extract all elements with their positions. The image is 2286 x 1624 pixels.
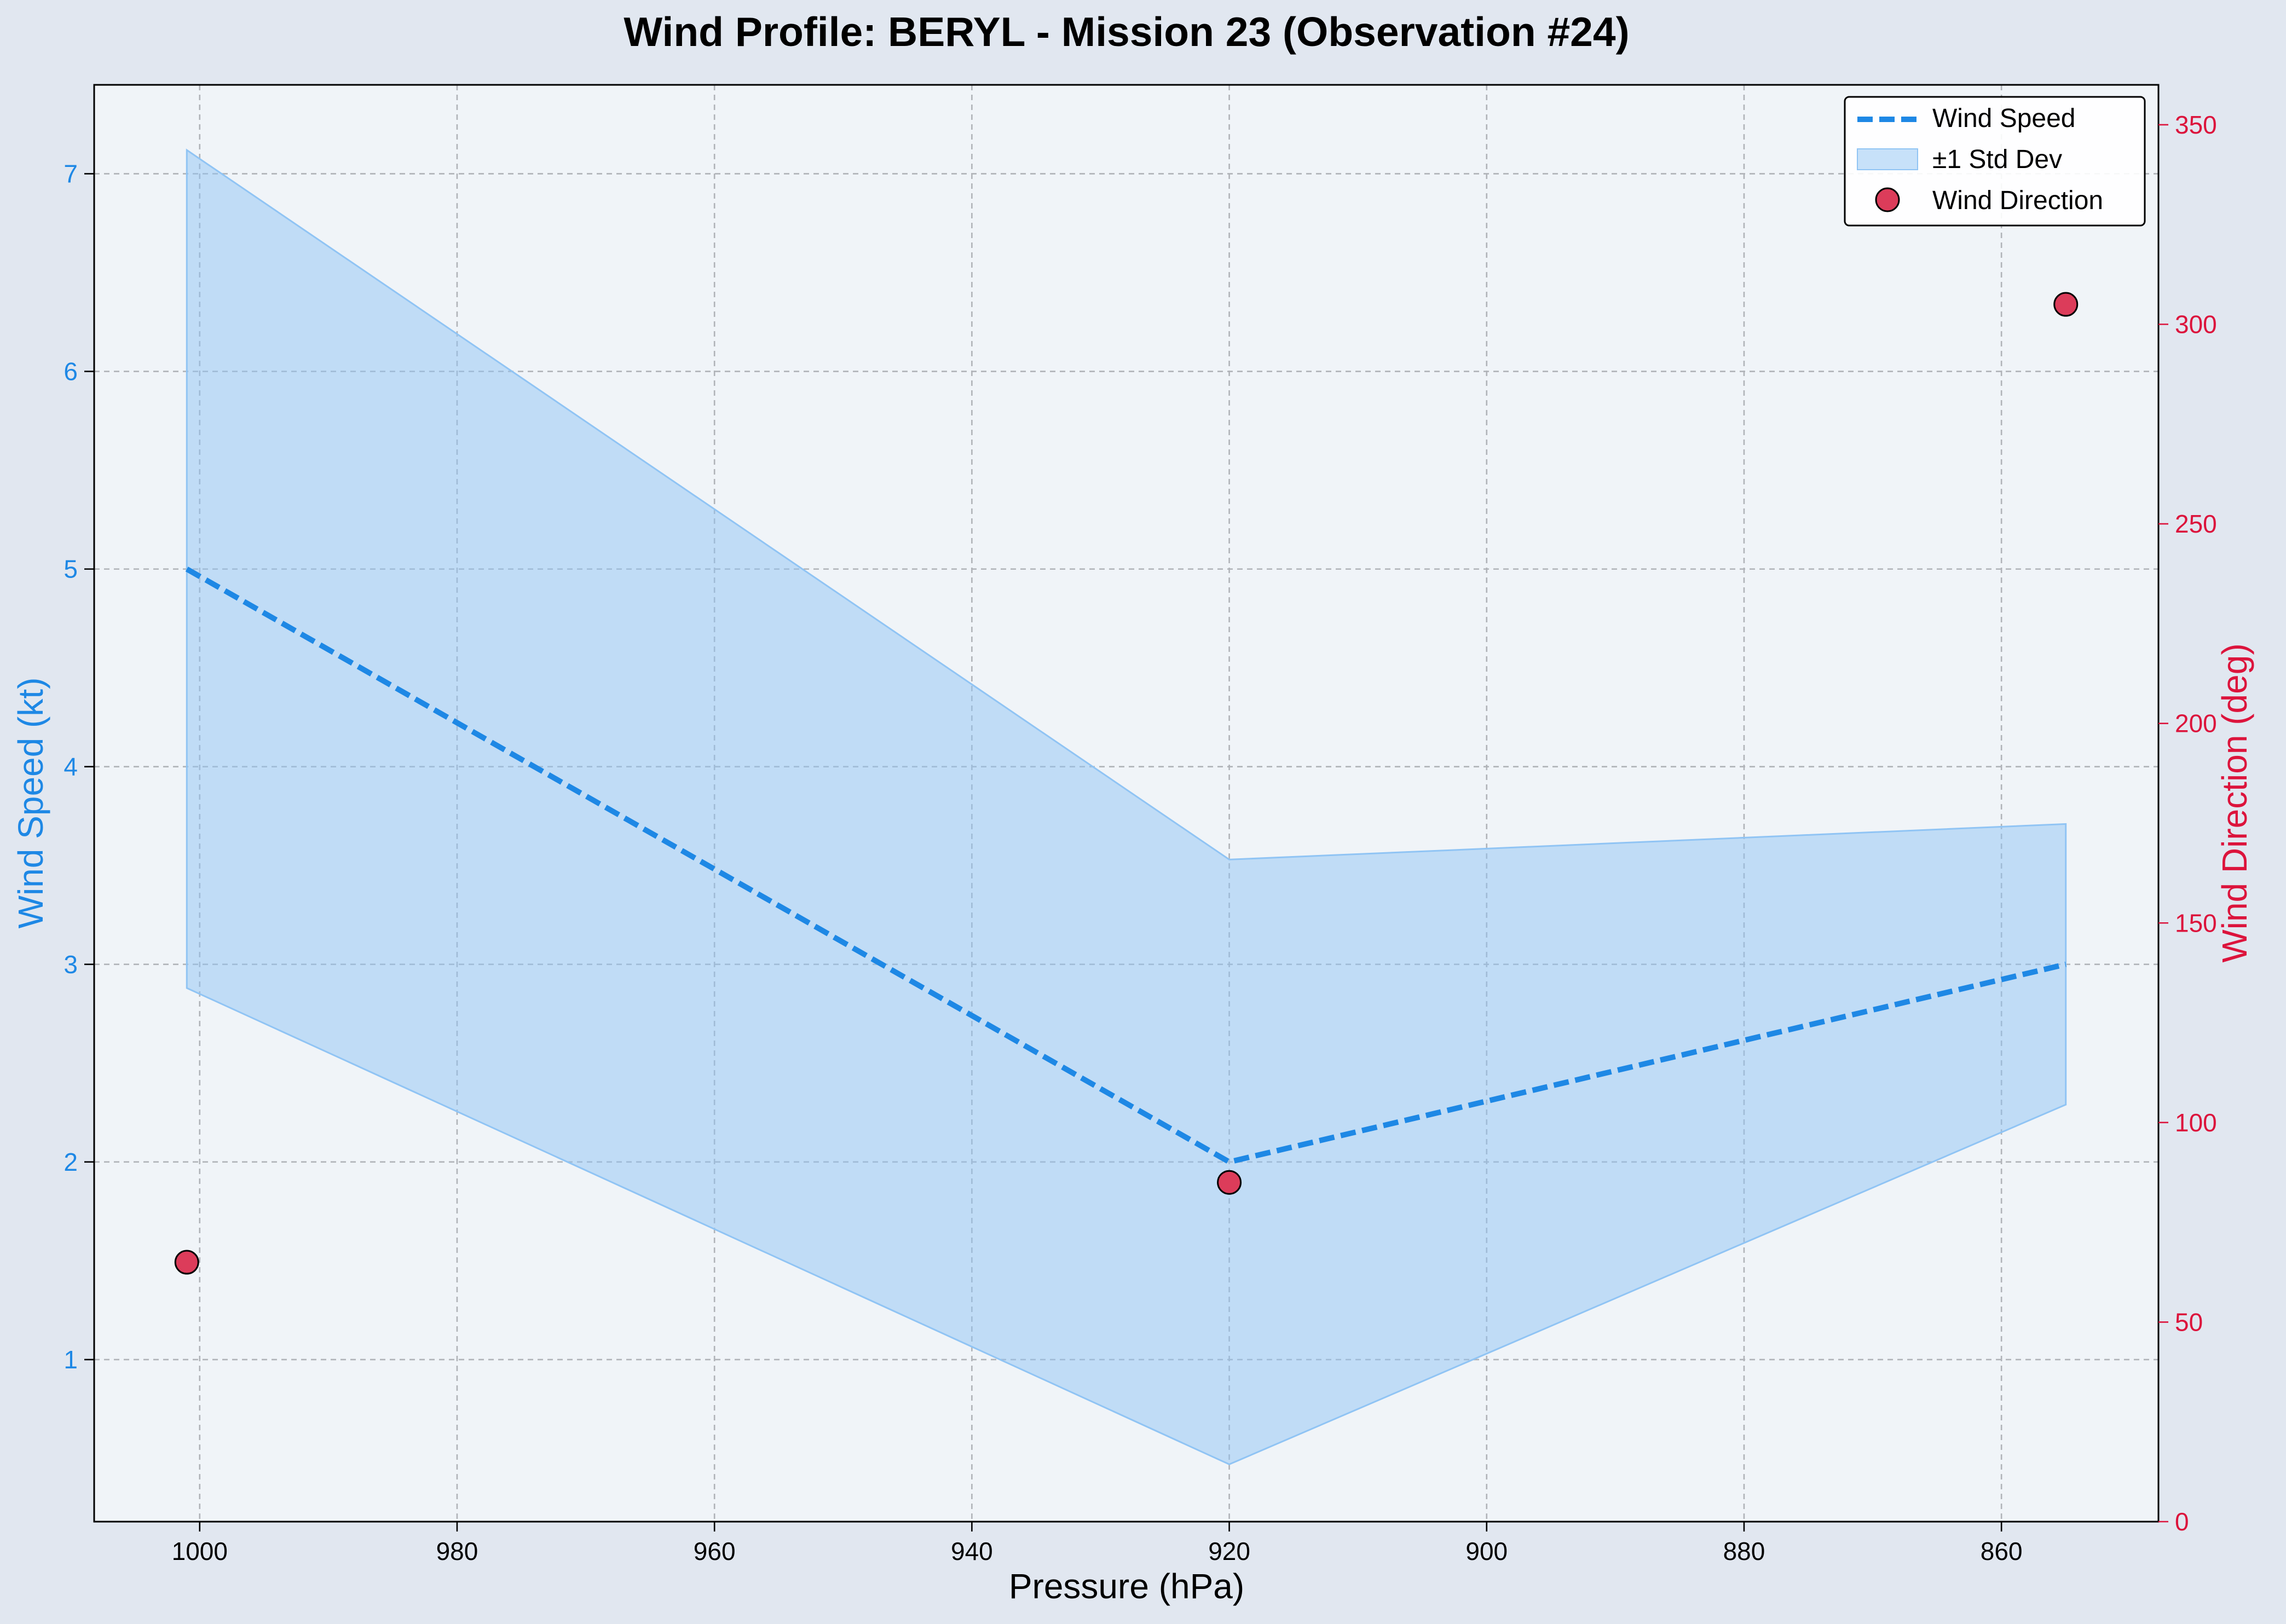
x-tick-label: 1000 xyxy=(172,1537,228,1565)
wind-speed-line-layer xyxy=(185,567,2066,1165)
chart-title: Wind Profile: BERYL - Mission 23 (Observ… xyxy=(624,9,1629,55)
y2-tick-label: 150 xyxy=(2175,909,2217,937)
y2-tick-label: 200 xyxy=(2175,709,2217,738)
y2-tick-label: 0 xyxy=(2175,1507,2189,1536)
x-axis-ticks: 1000 980 960 940 920 900 880 860 xyxy=(172,1522,2023,1565)
legend-wind-direction-swatch xyxy=(1875,187,1900,212)
x-tick-label: 960 xyxy=(694,1537,736,1565)
y2-tick-label: 300 xyxy=(2175,310,2217,339)
wind-speed-line xyxy=(185,567,2066,1165)
x-tick-label: 900 xyxy=(1465,1537,1508,1565)
legend-wind-speed-label: Wind Speed xyxy=(1932,104,2076,133)
legend-std-dev-swatch xyxy=(1857,148,1918,170)
y-tick-label: 2 xyxy=(64,1148,78,1176)
std-dev-band-layer xyxy=(186,148,2067,1465)
x-tick-label: 940 xyxy=(951,1537,993,1565)
y-axis-label: Wind Speed (kt) xyxy=(11,678,50,929)
y-tick-label: 6 xyxy=(64,357,78,386)
y-tick-label: 4 xyxy=(64,753,78,781)
legend-wind-direction-label: Wind Direction xyxy=(1932,186,2103,215)
wind-direction-point xyxy=(2053,292,2079,317)
y-axis-ticks: 1 2 3 4 5 6 7 xyxy=(64,159,94,1374)
wind-direction-point xyxy=(174,1250,199,1275)
y-tick-label: 3 xyxy=(64,950,78,979)
legend-box xyxy=(1844,96,2146,227)
y2-tick-label: 250 xyxy=(2175,510,2217,538)
wind-direction-points-layer xyxy=(174,292,2079,1275)
legend-std-dev-label: ±1 Std Dev xyxy=(1932,145,2062,174)
y-tick-label: 1 xyxy=(64,1345,78,1374)
y2-axis-ticks: 0 50 100 150 200 250 300 350 xyxy=(2158,111,2217,1536)
plot-frame xyxy=(93,84,2160,1523)
std-dev-band xyxy=(186,148,2067,1465)
x-axis-label: Pressure (hPa) xyxy=(1009,1567,1244,1606)
y2-tick-label: 100 xyxy=(2175,1108,2217,1137)
y-tick-label: 5 xyxy=(64,555,78,583)
y2-axis-label: Wind Direction (deg) xyxy=(2215,643,2254,962)
x-tick-label: 860 xyxy=(1981,1537,2023,1565)
x-tick-label: 980 xyxy=(436,1537,478,1565)
y2-tick-label: 350 xyxy=(2175,111,2217,139)
y-tick-label: 7 xyxy=(64,159,78,188)
x-tick-label: 880 xyxy=(1723,1537,1765,1565)
y2-tick-label: 50 xyxy=(2175,1308,2203,1336)
legend: Wind Speed ±1 Std Dev Wind Direction xyxy=(1844,96,2146,227)
wind-direction-point xyxy=(1217,1170,1242,1195)
x-tick-label: 920 xyxy=(1208,1537,1250,1565)
